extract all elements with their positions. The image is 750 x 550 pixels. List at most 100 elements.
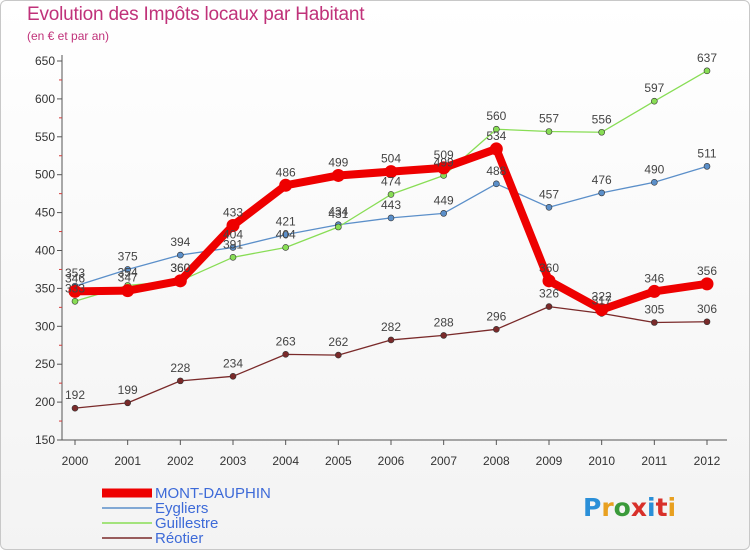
data-label-guillestre: 557 — [539, 111, 559, 125]
legend-label-guillestre: Guillestre — [155, 515, 218, 532]
data-label-eygliers: 511 — [697, 146, 716, 160]
data-point-guillestre — [598, 128, 605, 136]
x-tick-label: 2008 — [483, 454, 510, 468]
data-label-mont-dauphin: 356 — [697, 264, 717, 278]
y-tick-label: 400 — [35, 244, 55, 258]
data-label-eygliers: 353 — [65, 266, 85, 280]
y-tick-label: 150 — [35, 433, 55, 447]
y-tick-label: 350 — [35, 281, 55, 295]
data-label-eygliers: 394 — [170, 235, 190, 249]
x-tick-label: 2009 — [536, 454, 563, 468]
x-tick-label: 2006 — [378, 454, 405, 468]
x-tick-label: 2012 — [694, 454, 721, 468]
data-label-guillestre: 637 — [697, 51, 717, 65]
data-point-mont-dauphin — [226, 218, 240, 232]
data-point-eygliers — [440, 210, 447, 217]
data-point-mont-dauphin — [279, 178, 293, 192]
data-point-r-otier — [229, 373, 237, 380]
y-tick-label: 650 — [35, 54, 55, 68]
data-label-r-otier: 262 — [328, 335, 348, 349]
y-tick-label: 450 — [35, 206, 55, 220]
data-label-mont-dauphin: 347 — [118, 271, 138, 285]
data-point-eygliers — [493, 180, 500, 188]
data-label-mont-dauphin: 360 — [539, 261, 559, 275]
x-tick-label: 2007 — [430, 454, 457, 468]
x-tick-label: 2003 — [220, 454, 247, 468]
x-tick-label: 2000 — [62, 454, 89, 468]
data-label-eygliers: 434 — [328, 205, 348, 219]
data-label-r-otier: 228 — [170, 361, 190, 375]
data-label-guillestre: 474 — [381, 174, 401, 188]
x-tick-label: 2001 — [114, 454, 141, 468]
y-tick-label: 600 — [35, 92, 55, 106]
data-point-guillestre — [282, 244, 289, 251]
x-tick-label: 2002 — [167, 454, 194, 468]
y-tick-label: 300 — [35, 319, 55, 333]
y-tick-label: 250 — [35, 357, 55, 371]
data-point-eygliers — [598, 189, 605, 197]
data-label-r-otier: 234 — [223, 356, 243, 370]
data-point-r-otier — [124, 399, 131, 407]
data-label-guillestre: 431 — [328, 207, 348, 221]
data-point-eygliers — [229, 244, 237, 251]
data-label-r-otier: 263 — [276, 334, 296, 348]
data-label-guillestre: 333 — [65, 281, 85, 295]
data-point-mont-dauphin — [173, 274, 187, 288]
data-point-mont-dauphin — [595, 303, 609, 317]
x-tick-label: 2010 — [588, 454, 615, 468]
data-point-guillestre — [229, 254, 237, 261]
data-label-r-otier: 296 — [486, 309, 506, 323]
data-label-eygliers: 404 — [223, 227, 243, 241]
data-point-mont-dauphin — [331, 168, 345, 182]
data-label-mont-dauphin: 322 — [592, 290, 612, 304]
data-label-guillestre: 560 — [486, 109, 506, 123]
data-label-mont-dauphin: 346 — [65, 271, 85, 285]
data-point-r-otier — [387, 336, 395, 344]
data-label-guillestre: 499 — [434, 155, 454, 169]
data-point-guillestre — [335, 223, 342, 231]
data-point-guillestre — [493, 125, 500, 133]
data-point-mont-dauphin — [68, 284, 82, 298]
data-label-r-otier: 192 — [65, 388, 85, 402]
data-point-mont-dauphin — [121, 284, 135, 298]
y-tick-label: 550 — [35, 130, 55, 144]
data-point-guillestre — [387, 191, 395, 198]
data-label-eygliers: 375 — [118, 249, 138, 263]
data-label-mont-dauphin: 534 — [486, 129, 506, 143]
data-point-mont-dauphin — [542, 274, 556, 288]
data-point-guillestre — [71, 297, 79, 305]
data-label-eygliers: 443 — [381, 198, 401, 212]
data-label-eygliers: 421 — [276, 215, 296, 229]
data-label-guillestre: 404 — [276, 227, 296, 241]
data-label-guillestre: 360 — [170, 261, 190, 275]
y-tick-label: 200 — [35, 395, 55, 409]
data-point-eygliers — [124, 266, 131, 273]
data-label-guillestre: 556 — [592, 112, 612, 126]
data-label-guillestre: 354 — [118, 265, 138, 279]
data-label-r-otier: 288 — [434, 315, 454, 329]
legend-label-eygliers: Eygliers — [155, 500, 208, 517]
legend-label-mont-dauphin: MONT-DAUPHIN — [155, 485, 271, 502]
data-label-mont-dauphin: 504 — [381, 152, 401, 166]
proxiti-logo: Proxiti — [583, 493, 676, 522]
data-point-guillestre — [651, 97, 658, 105]
data-label-guillestre: 597 — [644, 81, 664, 95]
data-point-r-otier — [703, 318, 711, 326]
data-point-eygliers — [282, 231, 289, 238]
data-label-eygliers: 457 — [539, 187, 559, 201]
chart-subtitle: (en € et par an) — [27, 29, 110, 43]
data-label-eygliers: 449 — [434, 193, 454, 207]
data-label-mont-dauphin: 486 — [276, 165, 296, 179]
data-point-r-otier — [282, 351, 289, 358]
y-tick-label: 500 — [35, 168, 55, 182]
data-label-mont-dauphin: 509 — [434, 148, 454, 162]
data-point-r-otier — [493, 326, 500, 333]
data-point-mont-dauphin — [437, 161, 451, 175]
chart-title: Evolution des Impôts locaux par Habitant — [27, 4, 365, 25]
data-point-r-otier — [177, 377, 184, 385]
x-tick-label: 2011 — [641, 454, 667, 468]
data-point-eygliers — [703, 163, 711, 170]
data-point-r-otier — [651, 319, 658, 326]
